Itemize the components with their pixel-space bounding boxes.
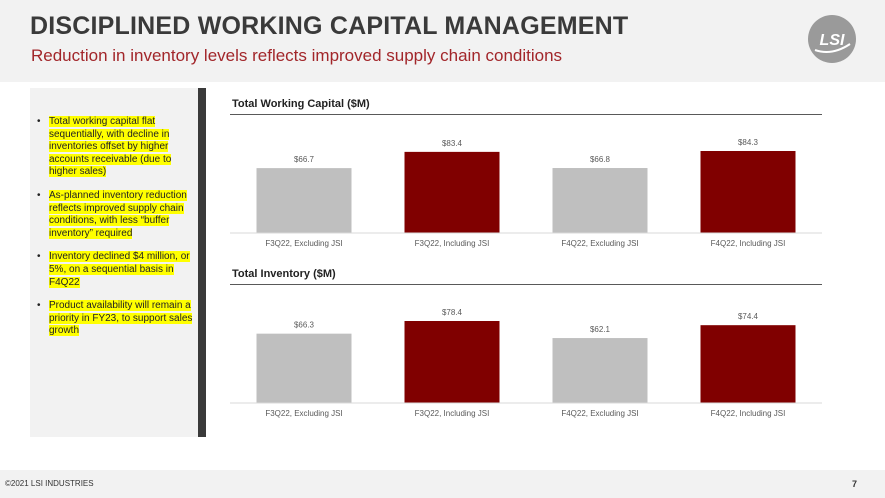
category-label: F4Q22, Excluding JSI (561, 409, 638, 418)
category-label: F3Q22, Including JSI (415, 239, 490, 248)
bar (256, 333, 352, 403)
chart-rule-working-capital (230, 114, 822, 115)
data-label: $74.4 (738, 312, 759, 321)
bar (404, 151, 500, 233)
data-label: $62.1 (590, 325, 611, 334)
logo-text: LSI (820, 32, 845, 49)
data-label: $78.4 (442, 308, 463, 317)
lsi-logo-icon: LSI (808, 15, 856, 63)
bar (700, 151, 796, 233)
page-subtitle: Reduction in inventory levels reflects i… (31, 46, 563, 65)
copyright-text: ©2021 LSI INDUSTRIES (5, 479, 94, 488)
working-capital-chart: $66.7 F3Q22, Excluding JSI $83.4 F3Q22, Inc… (230, 138, 822, 248)
bullet-text: As-planned inventory reduction reflects … (49, 189, 187, 239)
page-number: 7 (852, 479, 858, 489)
bullet-item: Inventory declined $4 million, or 5%, on… (37, 251, 197, 289)
bar (404, 321, 500, 403)
category-label: F4Q22, Excluding JSI (561, 239, 638, 248)
bar (256, 168, 352, 233)
data-label: $66.8 (590, 155, 611, 164)
category-label: F4Q22, Including JSI (711, 239, 786, 248)
page-title: DISCIPLINED WORKING CAPITAL MANAGEMENT (30, 12, 629, 40)
bar (552, 338, 648, 403)
bullet-item: Total working capital flat sequentially,… (37, 116, 197, 179)
data-label: $66.7 (294, 155, 315, 164)
bullet-item: Product availability will remain a prior… (37, 300, 197, 338)
bullet-text: Inventory declined $4 million, or 5%, on… (49, 251, 190, 288)
category-label: F3Q22, Excluding JSI (265, 239, 342, 248)
category-label: F3Q22, Including JSI (415, 409, 490, 418)
bullet-item: As-planned inventory reduction reflects … (37, 189, 197, 240)
footer-band (0, 470, 885, 498)
bar (700, 325, 796, 403)
chart-title-working-capital: Total Working Capital ($M) (232, 98, 370, 110)
category-label: F4Q22, Including JSI (711, 409, 786, 418)
chart-rule-inventory (230, 284, 822, 285)
data-label: $66.3 (294, 321, 315, 330)
summary-bullets: Total working capital flat sequentially,… (37, 116, 197, 349)
inventory-chart: $66.3 F3Q22, Excluding JSI $78.4 F3Q22, Inc… (230, 308, 822, 418)
category-label: F3Q22, Excluding JSI (265, 409, 342, 418)
data-label: $83.4 (442, 139, 463, 148)
chart-title-inventory: Total Inventory ($M) (232, 268, 336, 280)
bullet-text: Product availability will remain a prior… (49, 300, 193, 337)
header-band (0, 0, 885, 82)
bar (552, 168, 648, 233)
summary-panel-accent (198, 88, 206, 437)
data-label: $84.3 (738, 138, 759, 147)
bullet-text: Total working capital flat sequentially,… (49, 116, 172, 178)
